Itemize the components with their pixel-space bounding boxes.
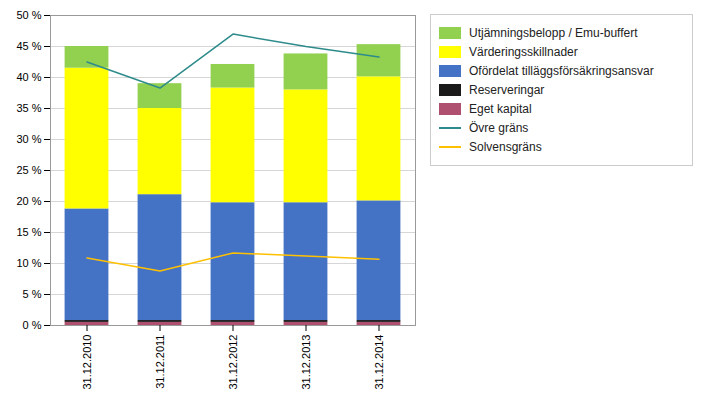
svg-text:25 %: 25 % [16, 164, 41, 176]
html-text:Värderingsskillnader: Värderingsskillnader [469, 45, 578, 59]
svg-text:20 %: 20 % [16, 195, 41, 207]
svg-text:50 %: 50 % [16, 9, 41, 21]
html-text:Utjämningsbelopp / Emu-buffert: Utjämningsbelopp / Emu-buffert [469, 26, 638, 40]
svg-text:5 %: 5 % [23, 288, 42, 300]
svg-text:45 %: 45 % [16, 40, 41, 52]
svg-text:10 %: 10 % [16, 257, 41, 269]
svg-text:31.12.2011: 31.12.2011 [154, 335, 166, 389]
svg-text:31.12.2012: 31.12.2012 [227, 335, 239, 390]
html-text:Övre gräns: Övre gräns [469, 121, 529, 135]
svg-text:0 %: 0 % [23, 319, 42, 331]
svg-text:31.12.2010: 31.12.2010 [81, 335, 93, 390]
html-text:Eget kapital: Eget kapital [469, 102, 532, 116]
svg-text:40 %: 40 % [16, 71, 41, 83]
svg-text:35 %: 35 % [16, 102, 41, 114]
html-text:Solvensgräns: Solvensgräns [469, 140, 542, 154]
html-text:Reserveringar: Reserveringar [469, 83, 545, 97]
svg-text:15 %: 15 % [16, 226, 41, 238]
svg-text:30 %: 30 % [16, 133, 41, 145]
svg-text:31.12.2014: 31.12.2014 [373, 335, 385, 390]
html-text:Ofördelat tilläggsförsäkringsa: Ofördelat tilläggsförsäkringsansvar [469, 64, 654, 78]
svg-text:31.12.2013: 31.12.2013 [300, 335, 312, 390]
